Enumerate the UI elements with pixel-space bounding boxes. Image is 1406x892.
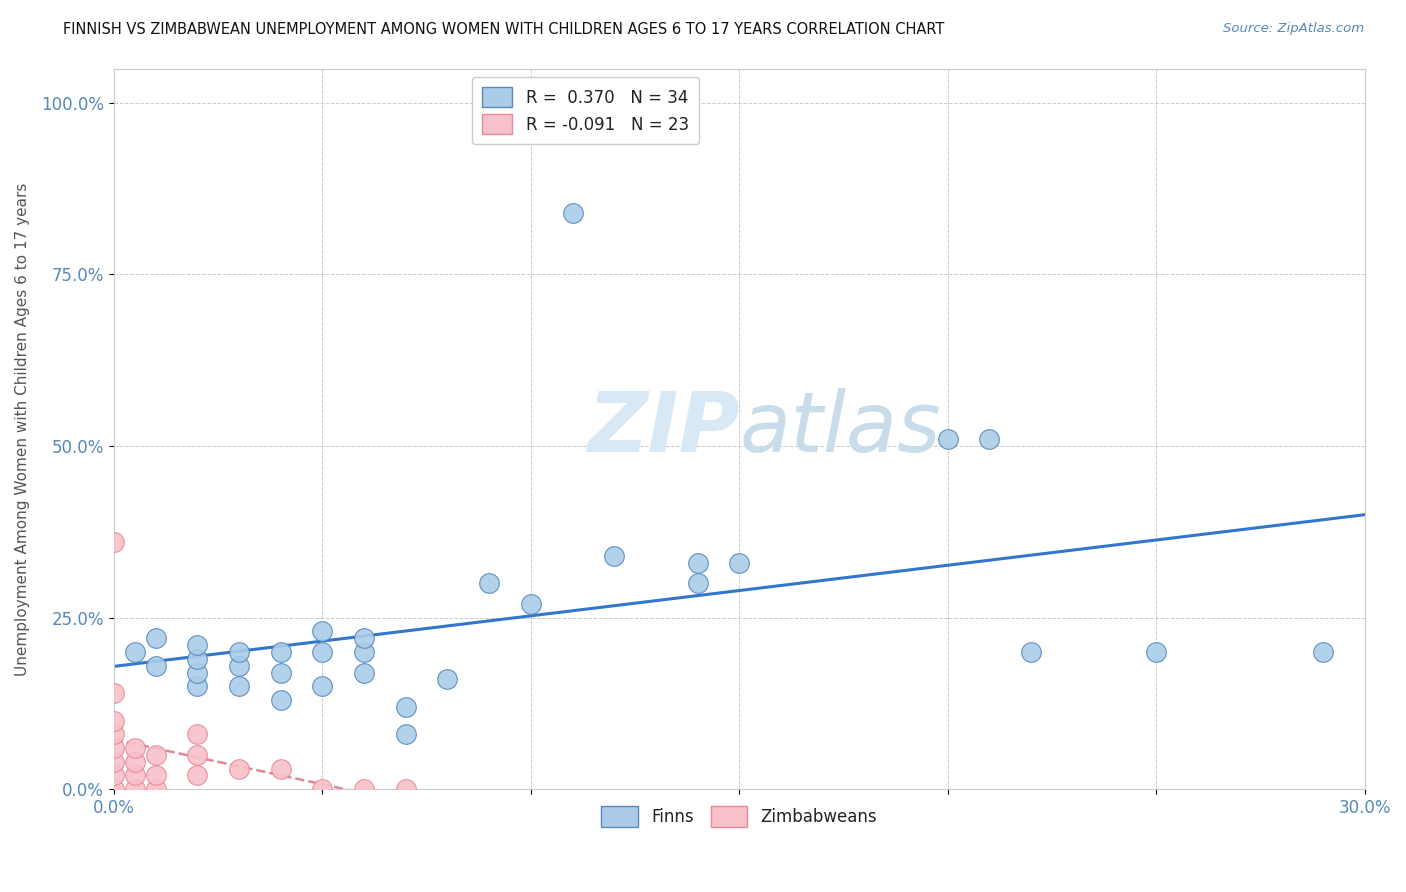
Point (228, 762, 250, 776)
Point (124, 755, 146, 769)
Point (979, 432, 1001, 446)
Point (270, 693, 292, 707)
Point (311, 624, 333, 639)
Point (145, 631, 167, 645)
Point (311, 645, 333, 659)
Point (395, 699, 418, 714)
Point (1019, 645, 1042, 659)
Legend: Finns, Zimbabweans: Finns, Zimbabweans (593, 798, 886, 835)
Text: FINNISH VS ZIMBABWEAN UNEMPLOYMENT AMONG WOMEN WITH CHILDREN AGES 6 TO 17 YEARS : FINNISH VS ZIMBABWEAN UNEMPLOYMENT AMONG… (63, 22, 945, 37)
Text: ZIP: ZIP (586, 388, 740, 469)
Point (124, 645, 146, 659)
Point (186, 747, 208, 762)
Point (103, 714, 125, 728)
Point (228, 679, 250, 693)
Point (520, 597, 543, 611)
Y-axis label: Unemployment Among Women with Children Ages 6 to 17 years: Unemployment Among Women with Children A… (15, 182, 30, 675)
Point (353, 645, 375, 659)
Point (103, 755, 125, 769)
Point (1312, 645, 1334, 659)
Point (1144, 645, 1167, 659)
Point (395, 782, 418, 797)
Point (311, 679, 333, 693)
Point (145, 782, 167, 797)
Point (561, 205, 583, 219)
Point (311, 782, 333, 797)
Point (103, 782, 125, 797)
Point (270, 665, 292, 680)
Point (478, 576, 501, 591)
Point (124, 741, 146, 756)
Point (353, 782, 375, 797)
Point (353, 631, 375, 645)
Point (103, 727, 125, 741)
Point (124, 768, 146, 782)
Point (228, 658, 250, 673)
Point (936, 432, 959, 446)
Point (436, 673, 458, 687)
Point (270, 762, 292, 776)
Point (186, 768, 208, 782)
Text: Source: ZipAtlas.com: Source: ZipAtlas.com (1223, 22, 1364, 36)
Point (686, 556, 709, 570)
Point (103, 741, 125, 756)
Point (186, 679, 208, 693)
Point (728, 556, 751, 570)
Point (186, 665, 208, 680)
Point (103, 686, 125, 700)
Point (145, 747, 167, 762)
Point (270, 645, 292, 659)
Point (603, 549, 626, 563)
Point (145, 658, 167, 673)
Point (124, 782, 146, 797)
Point (686, 576, 709, 591)
Point (186, 652, 208, 666)
Point (353, 665, 375, 680)
Text: atlas: atlas (740, 388, 941, 469)
Point (186, 727, 208, 741)
Point (145, 768, 167, 782)
Point (186, 638, 208, 652)
Point (103, 768, 125, 782)
Point (228, 645, 250, 659)
Point (103, 535, 125, 549)
Point (395, 727, 418, 741)
